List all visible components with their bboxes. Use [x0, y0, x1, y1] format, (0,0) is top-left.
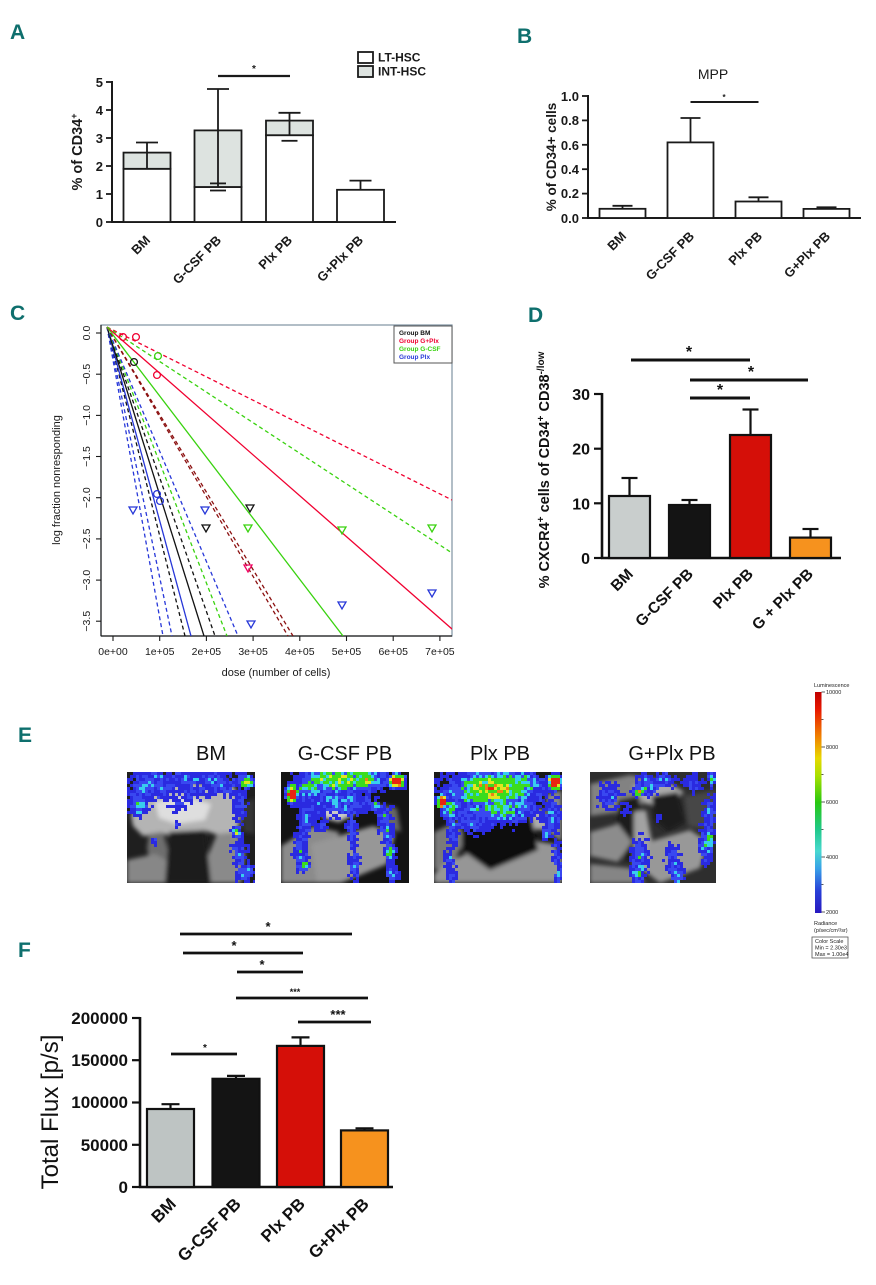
- svg-text:0: 0: [581, 551, 590, 568]
- svg-text:A: A: [10, 21, 25, 44]
- svg-text:5e+05: 5e+05: [332, 646, 362, 658]
- svg-text:0.6: 0.6: [561, 138, 579, 153]
- svg-text:***: ***: [330, 1007, 346, 1022]
- svg-text:2e+05: 2e+05: [192, 646, 222, 658]
- svg-text:4: 4: [96, 103, 104, 118]
- svg-text:B: B: [517, 25, 532, 48]
- svg-text:Radiance: Radiance: [814, 921, 837, 927]
- svg-text:0.0: 0.0: [561, 211, 579, 226]
- svg-text:−0.5: −0.5: [81, 364, 93, 385]
- svg-text:0: 0: [119, 1178, 128, 1197]
- svg-text:*: *: [265, 919, 271, 934]
- svg-text:150000: 150000: [71, 1051, 128, 1070]
- svg-text:30: 30: [572, 387, 590, 404]
- svg-text:1.0: 1.0: [561, 89, 579, 104]
- svg-text:−3.5: −3.5: [81, 611, 93, 632]
- svg-text:*: *: [259, 957, 265, 972]
- svg-text:4000: 4000: [826, 855, 838, 861]
- svg-text:D: D: [528, 304, 543, 327]
- svg-text:8000: 8000: [826, 745, 838, 751]
- svg-text:0.0: 0.0: [81, 326, 93, 341]
- svg-text:2000: 2000: [826, 910, 838, 916]
- svg-text:−2.0: −2.0: [81, 487, 93, 508]
- svg-text:7e+05: 7e+05: [425, 646, 455, 658]
- svg-text:*: *: [722, 93, 726, 102]
- svg-text:0.2: 0.2: [561, 186, 579, 201]
- svg-text:Color Scale: Color Scale: [815, 939, 843, 945]
- svg-text:50000: 50000: [81, 1136, 128, 1155]
- svg-text:dose (number of cells): dose (number of cells): [222, 667, 331, 679]
- svg-text:*: *: [748, 364, 755, 381]
- svg-text:−2.5: −2.5: [81, 528, 93, 549]
- svg-text:10000: 10000: [826, 690, 841, 696]
- svg-text:C: C: [10, 302, 25, 325]
- svg-text:3: 3: [96, 131, 103, 146]
- svg-text:−1.0: −1.0: [81, 405, 93, 426]
- svg-text:0.4: 0.4: [561, 162, 580, 177]
- svg-text:*: *: [252, 64, 256, 75]
- svg-text:20: 20: [572, 442, 590, 459]
- svg-text:*: *: [203, 1043, 207, 1054]
- svg-text:100000: 100000: [71, 1093, 128, 1112]
- svg-text:6e+05: 6e+05: [378, 646, 408, 658]
- svg-text:(p/sec/cm²/sr): (p/sec/cm²/sr): [814, 928, 848, 934]
- svg-text:% of CD34+ cells: % of CD34+ cells: [544, 103, 559, 211]
- svg-text:Plx PB: Plx PB: [470, 743, 530, 765]
- svg-text:6000: 6000: [826, 800, 838, 806]
- svg-text:1e+05: 1e+05: [145, 646, 175, 658]
- svg-text:INT-HSC: INT-HSC: [378, 65, 426, 79]
- svg-text:% CXCR4+ cells of CD34+ CD38-/: % CXCR4+ cells of CD34+ CD38-/low: [536, 351, 553, 588]
- svg-text:*: *: [231, 938, 237, 953]
- svg-text:10: 10: [572, 496, 590, 513]
- svg-text:*: *: [717, 382, 724, 399]
- svg-text:Group BM: Group BM: [399, 330, 430, 337]
- svg-text:MPP: MPP: [698, 66, 728, 82]
- svg-text:% of CD34+: % of CD34+: [69, 114, 86, 191]
- svg-text:Group G-CSF: Group G-CSF: [399, 346, 441, 353]
- svg-text:BM: BM: [196, 743, 226, 765]
- svg-text:Total Flux [p/s]: Total Flux [p/s]: [37, 1035, 64, 1190]
- svg-text:2: 2: [96, 159, 103, 174]
- svg-text:3e+05: 3e+05: [238, 646, 268, 658]
- svg-text:G-CSF PB: G-CSF PB: [298, 743, 392, 765]
- svg-text:Max = 1.00e4: Max = 1.00e4: [815, 952, 848, 958]
- svg-text:F: F: [18, 939, 31, 962]
- svg-text:4e+05: 4e+05: [285, 646, 315, 658]
- svg-text:log fraction nonresponding: log fraction nonresponding: [51, 415, 63, 545]
- svg-text:***: ***: [290, 987, 301, 997]
- svg-text:0: 0: [96, 215, 103, 230]
- svg-text:0.8: 0.8: [561, 113, 579, 128]
- svg-text:−3.0: −3.0: [81, 570, 93, 591]
- svg-text:1: 1: [96, 187, 103, 202]
- svg-text:Group Plx: Group Plx: [399, 354, 430, 361]
- svg-text:Group G+Plx: Group G+Plx: [399, 338, 439, 345]
- svg-text:0e+00: 0e+00: [98, 646, 128, 658]
- svg-text:Min = 2.30e3: Min = 2.30e3: [815, 946, 847, 952]
- svg-text:LT-HSC: LT-HSC: [378, 51, 421, 65]
- svg-text:G+Plx PB: G+Plx PB: [628, 743, 715, 765]
- svg-text:E: E: [18, 724, 32, 747]
- svg-text:Luminescence: Luminescence: [814, 683, 849, 689]
- svg-text:*: *: [686, 344, 693, 361]
- svg-text:5: 5: [96, 75, 103, 90]
- svg-text:−1.5: −1.5: [81, 446, 93, 467]
- svg-text:200000: 200000: [71, 1009, 128, 1028]
